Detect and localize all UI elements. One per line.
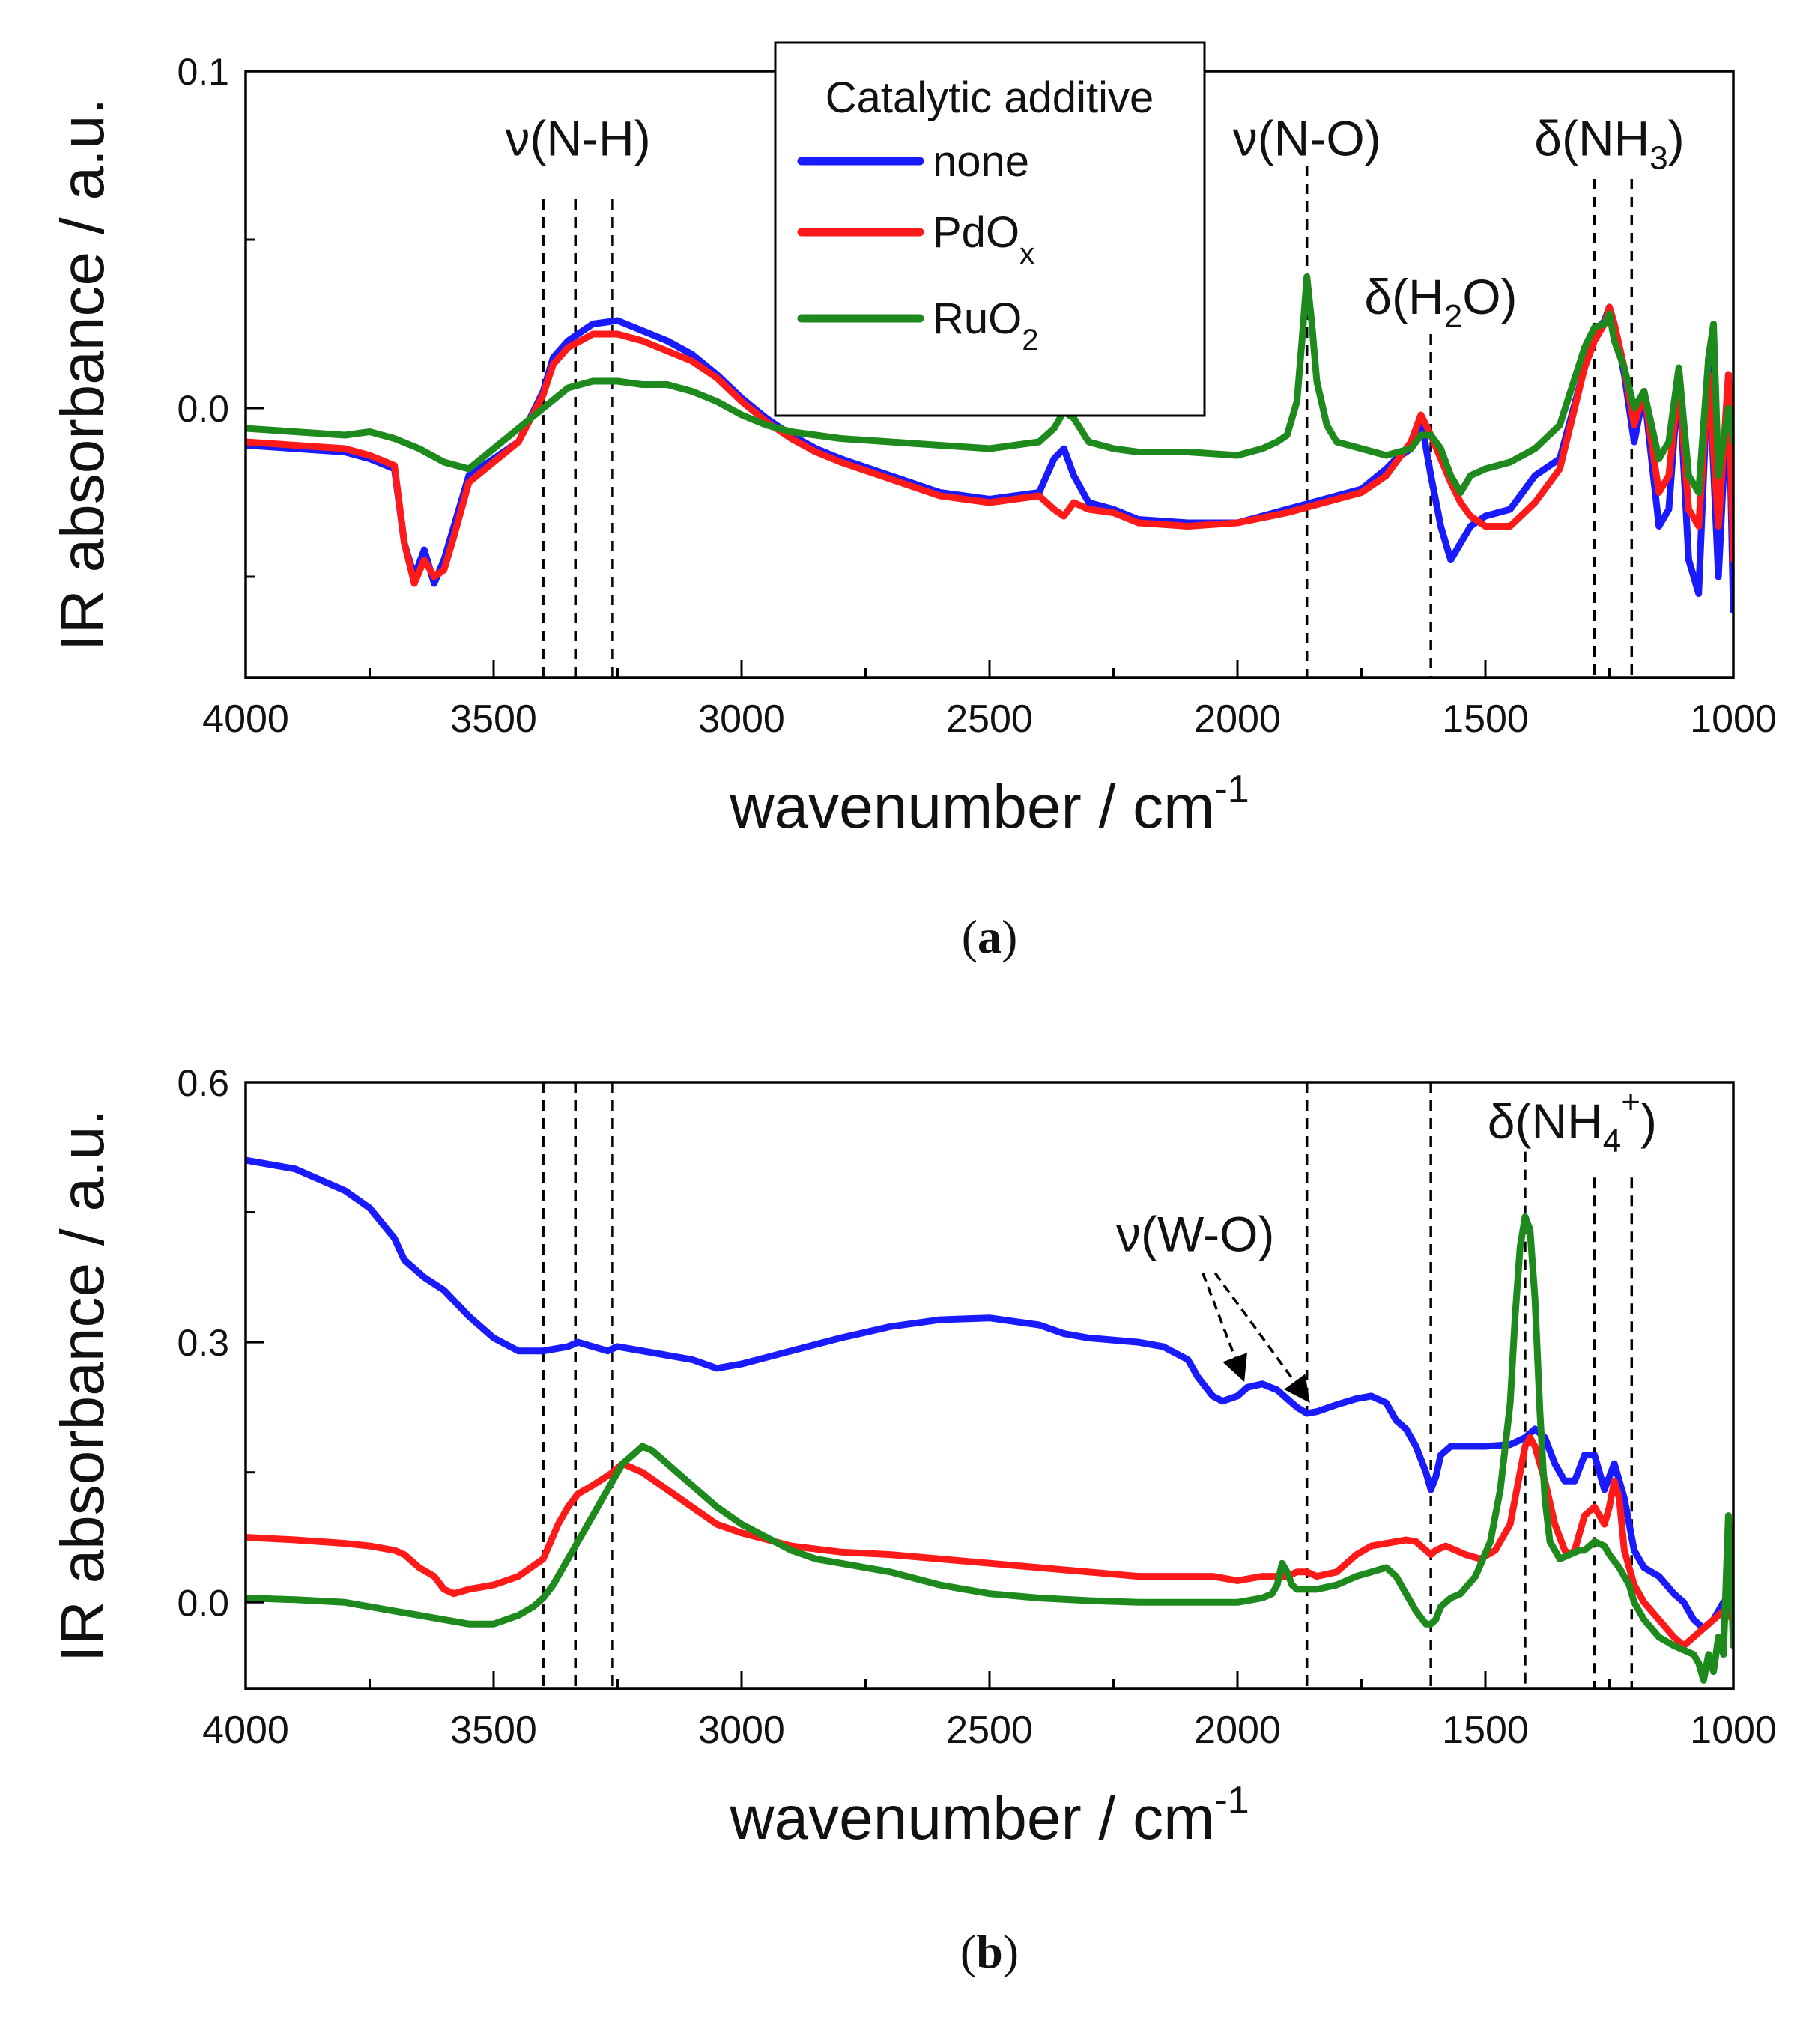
- annotation-wo: ν(W-O): [1116, 1207, 1274, 1262]
- y-tick-label: 0.3: [177, 1322, 229, 1364]
- legend-label-none: none: [933, 137, 1029, 186]
- x-tick-label: 2500: [946, 1708, 1033, 1752]
- panel-b-chart: 4000 3500 3000 2500 2000 1500 1000 0.0 0.3 0.6 wav…: [49, 1062, 1777, 1978]
- legend-label-ruo2: RuO2: [933, 294, 1039, 357]
- series-PdOx-line: [246, 1434, 1733, 1649]
- series-group: [246, 273, 1733, 614]
- x-tick-label: 4000: [202, 697, 289, 741]
- legend-title: Catalytic additive: [825, 73, 1154, 122]
- series-RuO2-line: [246, 1213, 1733, 1684]
- panel-a-chart: 4000 3500 3000 2500 2000 1500 1000 0.0 0.1 wavenu…: [49, 51, 1777, 963]
- legend: Catalytic additive none PdOx RuO2: [774, 41, 1206, 417]
- x-tick-label: 3000: [698, 1708, 785, 1752]
- annotation-nh3: δ(NH3): [1534, 111, 1685, 177]
- x-tick-label: 2000: [1194, 1708, 1281, 1752]
- x-axis-label: wavenumber / cm-1: [729, 1779, 1249, 1852]
- x-tick-label: 1500: [1442, 697, 1529, 741]
- panel-label: (a): [962, 910, 1018, 963]
- y-tick-label: 0.0: [177, 1582, 229, 1624]
- y-tick-label: 0.6: [177, 1062, 229, 1104]
- x-tick-label: 4000: [202, 1708, 289, 1752]
- annotation-no: ν(N-O): [1233, 111, 1381, 166]
- x-tick-label: 2500: [946, 697, 1033, 741]
- x-tick-label: 1000: [1690, 697, 1777, 741]
- x-axis-label: wavenumber / cm-1: [729, 768, 1249, 841]
- legend-label-pdox: PdOx: [933, 208, 1034, 270]
- y-axis-label: IR absorbance / a.u.: [49, 98, 117, 651]
- panel-label: (b): [960, 1925, 1019, 1978]
- y-tick-label: 0.0: [177, 388, 229, 430]
- x-tick-label: 2000: [1194, 697, 1281, 741]
- series-none-line: [246, 1156, 1733, 1632]
- x-tick-label: 1500: [1442, 1708, 1529, 1752]
- series-RuO2-line: [246, 273, 1733, 496]
- x-tick-label: 3500: [450, 1708, 537, 1752]
- x-tick-label: 3500: [450, 697, 537, 741]
- series-group: [246, 1156, 1733, 1684]
- x-tick-label: 3000: [698, 697, 785, 741]
- y-tick-label: 0.1: [177, 51, 229, 93]
- x-tick-label: 1000: [1690, 1708, 1777, 1752]
- annotation-nh: ν(N-H): [505, 111, 650, 166]
- y-axis-label: IR absorbance / a.u.: [49, 1109, 117, 1662]
- annotation-h2o: δ(H2O): [1364, 269, 1517, 335]
- annotation-nh4: δ(NH4+): [1488, 1084, 1657, 1159]
- annotation-arrow-1: [1213, 1272, 1310, 1404]
- annotation-arrow-0: [1202, 1272, 1247, 1382]
